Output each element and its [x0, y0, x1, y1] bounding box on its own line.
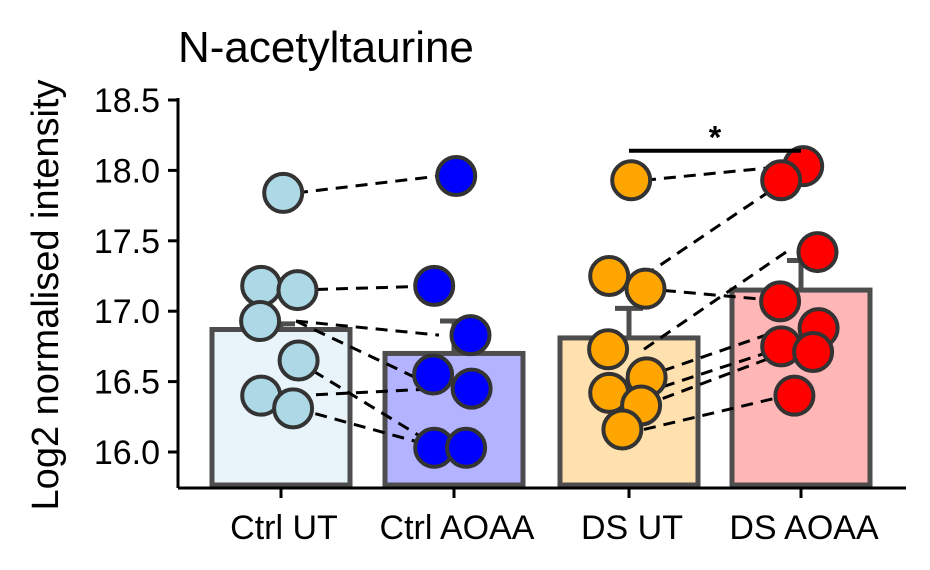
- point-0-1: [242, 267, 280, 305]
- point-0-6: [274, 389, 312, 427]
- point-2-0: [612, 161, 650, 199]
- point-3-1: [762, 161, 800, 199]
- point-0-2: [279, 271, 317, 309]
- x-tick-label-3: DS AOAA: [729, 509, 879, 547]
- y-tick-label-3: 17.5: [94, 223, 160, 261]
- y-axis-label: Log2 normalised intensity: [25, 80, 67, 511]
- point-2-7: [603, 410, 641, 448]
- point-0-3: [241, 302, 279, 340]
- point-1-4: [453, 370, 491, 408]
- pairs-layer: [296, 166, 786, 448]
- point-1-6: [447, 429, 485, 467]
- y-tick-label-5: 18.5: [94, 82, 160, 120]
- significance-layer: *: [629, 120, 801, 156]
- point-3-7: [775, 377, 813, 415]
- point-1-1: [415, 267, 453, 305]
- x-tick-label-0: Ctrl UT: [230, 509, 338, 547]
- point-3-2: [799, 233, 837, 271]
- point-1-0: [437, 157, 475, 195]
- point-0-4: [280, 341, 318, 379]
- point-3-6: [794, 333, 832, 371]
- y-tick-label-0: 16.0: [94, 434, 160, 472]
- point-2-1: [590, 257, 628, 295]
- y-tick-label-2: 17.0: [94, 293, 160, 331]
- x-tick-label-2: DS UT: [581, 509, 683, 547]
- y-tick-label-4: 18.0: [94, 152, 160, 190]
- point-3-3: [761, 282, 799, 320]
- point-1-3: [414, 356, 452, 394]
- significance-label: *: [709, 120, 722, 156]
- point-1-2: [452, 316, 490, 354]
- pair-line-1-1: [644, 180, 786, 276]
- x-tick-label-1: Ctrl AOAA: [380, 509, 535, 547]
- pair-line-0-0: [296, 176, 439, 193]
- chart-title: N-acetyltaurine: [178, 23, 474, 72]
- point-0-0: [264, 174, 302, 212]
- y-tick-label-1: 16.5: [94, 364, 160, 402]
- point-2-3: [589, 330, 627, 368]
- point-2-2: [627, 270, 665, 308]
